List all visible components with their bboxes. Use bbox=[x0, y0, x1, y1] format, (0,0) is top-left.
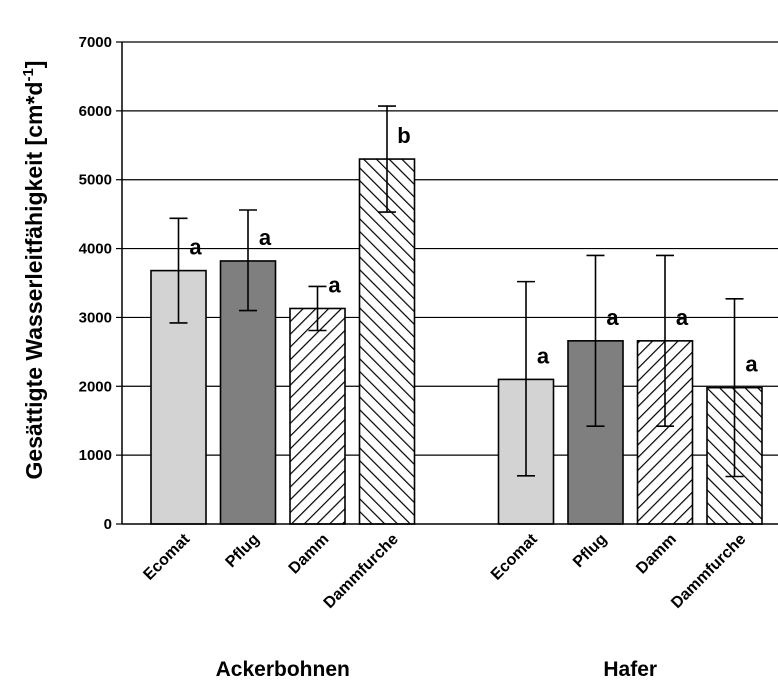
group-label: Hafer bbox=[603, 658, 657, 681]
y-tick-label: 0 bbox=[104, 516, 112, 533]
category-label: Damm bbox=[286, 531, 333, 578]
y-tick-label: 3000 bbox=[79, 309, 112, 326]
y-axis-title: Gesättigte Wasserleitfähigkeit [cm*d-1] bbox=[20, 61, 47, 480]
significance-label: a bbox=[606, 305, 619, 330]
group-label: Ackerbohnen bbox=[216, 658, 350, 681]
significance-label: b bbox=[397, 123, 410, 148]
significance-label: a bbox=[537, 343, 550, 368]
significance-labels: a a a b a a a a bbox=[189, 123, 758, 377]
group-labels: Ackerbohnen Hafer bbox=[216, 658, 657, 681]
significance-label: a bbox=[259, 225, 272, 250]
significance-label: a bbox=[328, 272, 341, 297]
category-label: Dammfurche bbox=[321, 531, 402, 612]
category-label: Ecomat bbox=[140, 530, 193, 583]
y-tick-label: 2000 bbox=[79, 378, 112, 395]
axes bbox=[121, 42, 778, 525]
y-tick-label: 6000 bbox=[79, 103, 112, 120]
significance-label: a bbox=[676, 305, 689, 330]
category-label: Pflug bbox=[223, 531, 263, 571]
y-tick-label: 5000 bbox=[79, 172, 112, 189]
bar bbox=[358, 158, 416, 525]
y-tick-label: 4000 bbox=[79, 241, 112, 258]
significance-label: a bbox=[745, 352, 758, 377]
error-bars bbox=[169, 105, 744, 478]
category-label: Damm bbox=[633, 531, 680, 578]
bars bbox=[150, 158, 763, 525]
category-label: Pflug bbox=[570, 531, 610, 571]
bar bbox=[289, 307, 346, 525]
y-tick-label: 7000 bbox=[79, 34, 112, 51]
category-label: Dammfurche bbox=[668, 531, 749, 612]
y-axis-ticks: 0 1000 2000 3000 4000 5000 6000 7000 bbox=[79, 34, 122, 533]
significance-label: a bbox=[189, 235, 202, 260]
category-label: Ecomat bbox=[488, 530, 541, 583]
y-tick-label: 1000 bbox=[79, 447, 112, 464]
